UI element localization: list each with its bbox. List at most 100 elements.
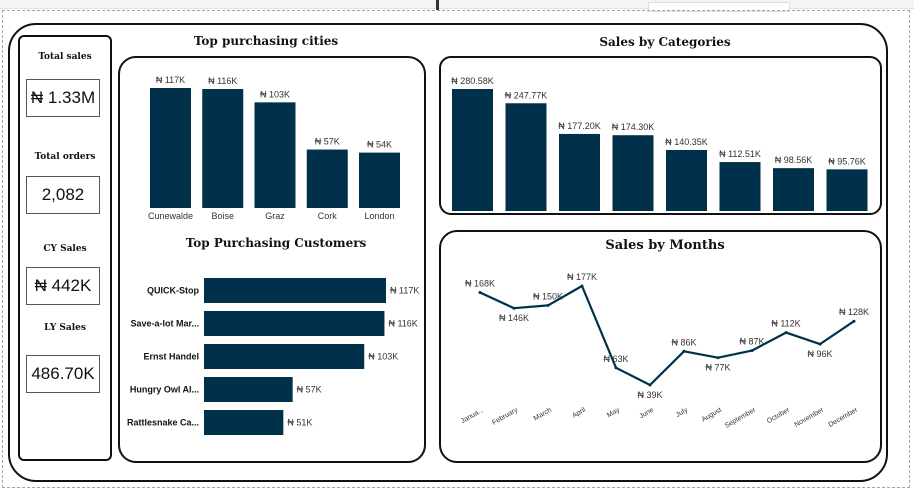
category-data-label: ₦ 140.35K <box>665 137 708 147</box>
category-data-label: ₦ 95.76K <box>828 156 866 166</box>
category-bar <box>826 169 868 211</box>
customer-bar <box>204 377 293 402</box>
month-point <box>512 306 516 310</box>
category-data-label: ₦ 280.58K <box>451 76 494 86</box>
month-tick-label: May <box>606 406 621 419</box>
city-bar <box>150 88 191 208</box>
customer-data-label: ₦ 103K <box>368 352 398 362</box>
month-tick-label: July <box>675 406 690 419</box>
filter-box[interactable] <box>648 2 790 12</box>
city-data-label: ₦ 57K <box>315 137 340 147</box>
city-data-label: ₦ 54K <box>367 140 392 150</box>
category-data-label: ₦ 177.20K <box>558 121 601 131</box>
month-tick-label: October <box>766 406 792 425</box>
city-tick-label: Cork <box>318 211 338 221</box>
kpi-cy-sales-title: CY Sales <box>43 244 87 254</box>
customer-data-label: ₦ 117K <box>390 286 419 296</box>
month-point <box>614 366 618 370</box>
category-bar <box>719 162 761 211</box>
kpi-ly-sales-title: LY Sales <box>44 323 86 333</box>
month-data-label: ₦ 96K <box>807 349 832 359</box>
months-chart-title: Sales by Months <box>605 238 725 253</box>
month-data-label: ₦ 87K <box>739 337 764 347</box>
customers-chart-title: Top Purchasing Customers <box>185 236 367 250</box>
category-data-label: ₦ 98.56K <box>775 155 813 165</box>
month-tick-label: Janua... <box>460 407 485 426</box>
customer-tick-label: QUICK-Stop <box>147 286 199 296</box>
customer-data-label: ₦ 57K <box>297 385 322 395</box>
city-tick-label: Cunewalde <box>148 211 193 221</box>
categories-chart-title: Sales by Categories <box>599 35 731 49</box>
category-bar <box>666 149 707 211</box>
month-data-label: ₦ 150K <box>533 291 563 301</box>
sales-line <box>479 284 855 387</box>
kpi-ly-sales-value: 486.70K <box>26 355 100 393</box>
month-point <box>784 331 788 335</box>
city-tick-label: Boise <box>211 211 234 221</box>
kpi-total-orders-value: 2,082 <box>26 176 100 214</box>
kpi-total-sales-title: Total sales <box>38 52 92 62</box>
customer-bar <box>204 311 385 336</box>
city-bar <box>202 89 244 208</box>
city-data-label: ₦ 117K <box>156 75 185 85</box>
month-tick-label: August <box>701 407 723 424</box>
month-data-label: ₦ 168K <box>465 279 495 289</box>
month-data-label: ₦ 146K <box>499 313 529 323</box>
month-point <box>648 383 652 387</box>
customer-data-label: ₦ 51K <box>287 418 312 428</box>
city-bar <box>254 102 296 208</box>
month-point <box>818 342 822 346</box>
month-data-label: ₦ 112K <box>771 319 800 329</box>
window-marker <box>436 0 439 10</box>
kpi-panel <box>18 35 112 461</box>
month-point <box>546 303 550 307</box>
city-data-label: ₦ 103K <box>260 89 290 99</box>
month-data-label: ₦ 39K <box>637 390 662 400</box>
cities-chart-title: Top purchasing cities <box>193 34 339 48</box>
customer-tick-label: Hungry Owl Al... <box>130 385 199 395</box>
category-bar <box>452 89 493 211</box>
category-data-label: ₦ 112.51K <box>719 149 761 159</box>
categories-panel <box>439 56 882 215</box>
month-point <box>852 319 856 323</box>
month-tick-label: December <box>828 406 860 429</box>
month-data-label: ₦ 128K <box>839 307 869 317</box>
month-data-label: ₦ 77K <box>705 363 730 373</box>
customer-tick-label: Rattlesnake Ca... <box>127 418 199 428</box>
cities-customers-panel <box>118 56 426 463</box>
category-bar <box>773 168 814 211</box>
month-point <box>580 284 584 288</box>
month-tick-label: September <box>724 406 758 430</box>
kpi-cy-sales-value: ₦ 442K <box>26 267 100 305</box>
month-data-label: ₦ 63K <box>603 354 628 364</box>
customer-data-label: ₦ 116K <box>388 319 417 329</box>
month-tick-label: February <box>491 406 519 426</box>
month-tick-label: April <box>571 406 587 419</box>
category-bar <box>505 103 547 211</box>
canvas-border <box>2 10 910 488</box>
month-data-label: ₦ 177K <box>567 272 597 282</box>
category-bar <box>612 135 654 211</box>
kpi-total-sales-value: ₦ 1.33M <box>26 79 100 117</box>
month-point <box>478 291 482 294</box>
customer-tick-label: Save-a-lot Mar... <box>130 319 199 329</box>
category-data-label: ₦ 174.30K <box>612 122 655 132</box>
category-data-label: ₦ 247.77K <box>505 90 548 100</box>
month-point <box>716 356 720 360</box>
months-panel <box>439 230 882 463</box>
month-tick-label: November <box>794 406 826 429</box>
city-bar <box>359 152 400 208</box>
customer-tick-label: Ernst Handel <box>143 352 199 362</box>
customer-bar <box>204 410 284 435</box>
customer-bar <box>204 344 365 369</box>
month-tick-label: June <box>638 407 655 421</box>
month-point <box>750 349 754 353</box>
city-data-label: ₦ 116K <box>208 76 237 86</box>
month-data-label: ₦ 86K <box>671 337 696 347</box>
dashboard-frame <box>8 23 888 482</box>
category-bar <box>559 133 600 211</box>
city-tick-label: Graz <box>265 211 285 221</box>
customer-bar <box>204 278 386 303</box>
city-tick-label: London <box>364 211 394 221</box>
